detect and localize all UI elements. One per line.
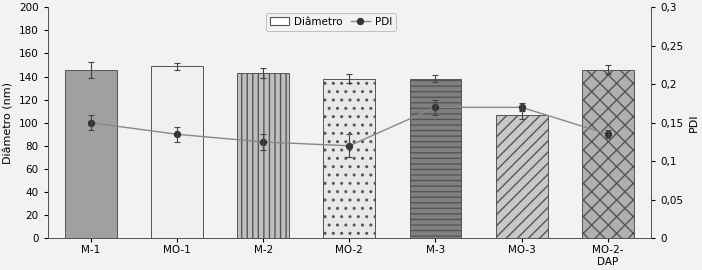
Bar bbox=[237, 73, 289, 238]
Bar bbox=[410, 79, 461, 238]
Bar bbox=[324, 79, 375, 238]
Y-axis label: Diâmetro (nm): Diâmetro (nm) bbox=[4, 82, 13, 164]
Bar bbox=[582, 70, 634, 238]
Bar bbox=[496, 115, 548, 238]
Bar bbox=[65, 70, 117, 238]
Legend: Diâmetro, PDI: Diâmetro, PDI bbox=[266, 12, 397, 31]
Bar bbox=[151, 66, 203, 238]
Y-axis label: PDI: PDI bbox=[689, 113, 698, 132]
